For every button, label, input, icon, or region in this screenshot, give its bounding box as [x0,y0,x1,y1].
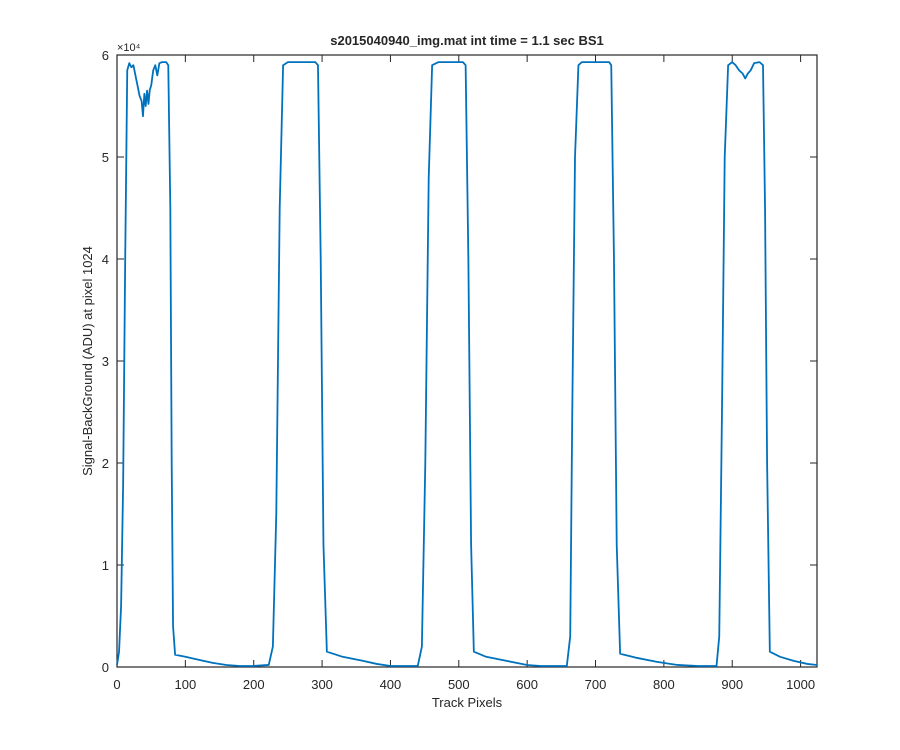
x-tick-label: 800 [653,677,675,692]
y-tick-label: 6 [102,48,109,63]
y-tick-label: 4 [102,252,109,267]
data-line [116,61,818,667]
y-tick-label: 5 [102,150,109,165]
x-tick-label: 200 [243,677,265,692]
y-tick-label: 2 [102,456,109,471]
x-tick-label: 300 [311,677,333,692]
x-tick-label: 400 [380,677,402,692]
x-tick-label: 1000 [786,677,815,692]
x-tick-label: 600 [516,677,538,692]
x-tick-label: 700 [585,677,607,692]
x-tick-label: 500 [448,677,470,692]
y-tick-label: 0 [102,660,109,675]
x-axis-label: Track Pixels [432,695,503,710]
y-exponent: ×10⁴ [117,42,141,54]
y-tick-label: 3 [102,354,109,369]
chart-title: s2015040940_img.mat int time = 1.1 sec B… [330,33,604,48]
x-tick-label: 100 [175,677,197,692]
x-tick-label: 900 [721,677,743,692]
x-tick-label: 0 [113,677,120,692]
y-tick-label: 1 [102,558,109,573]
y-axis-label: Signal-BackGround (ADU) at pixel 1024 [80,246,95,476]
